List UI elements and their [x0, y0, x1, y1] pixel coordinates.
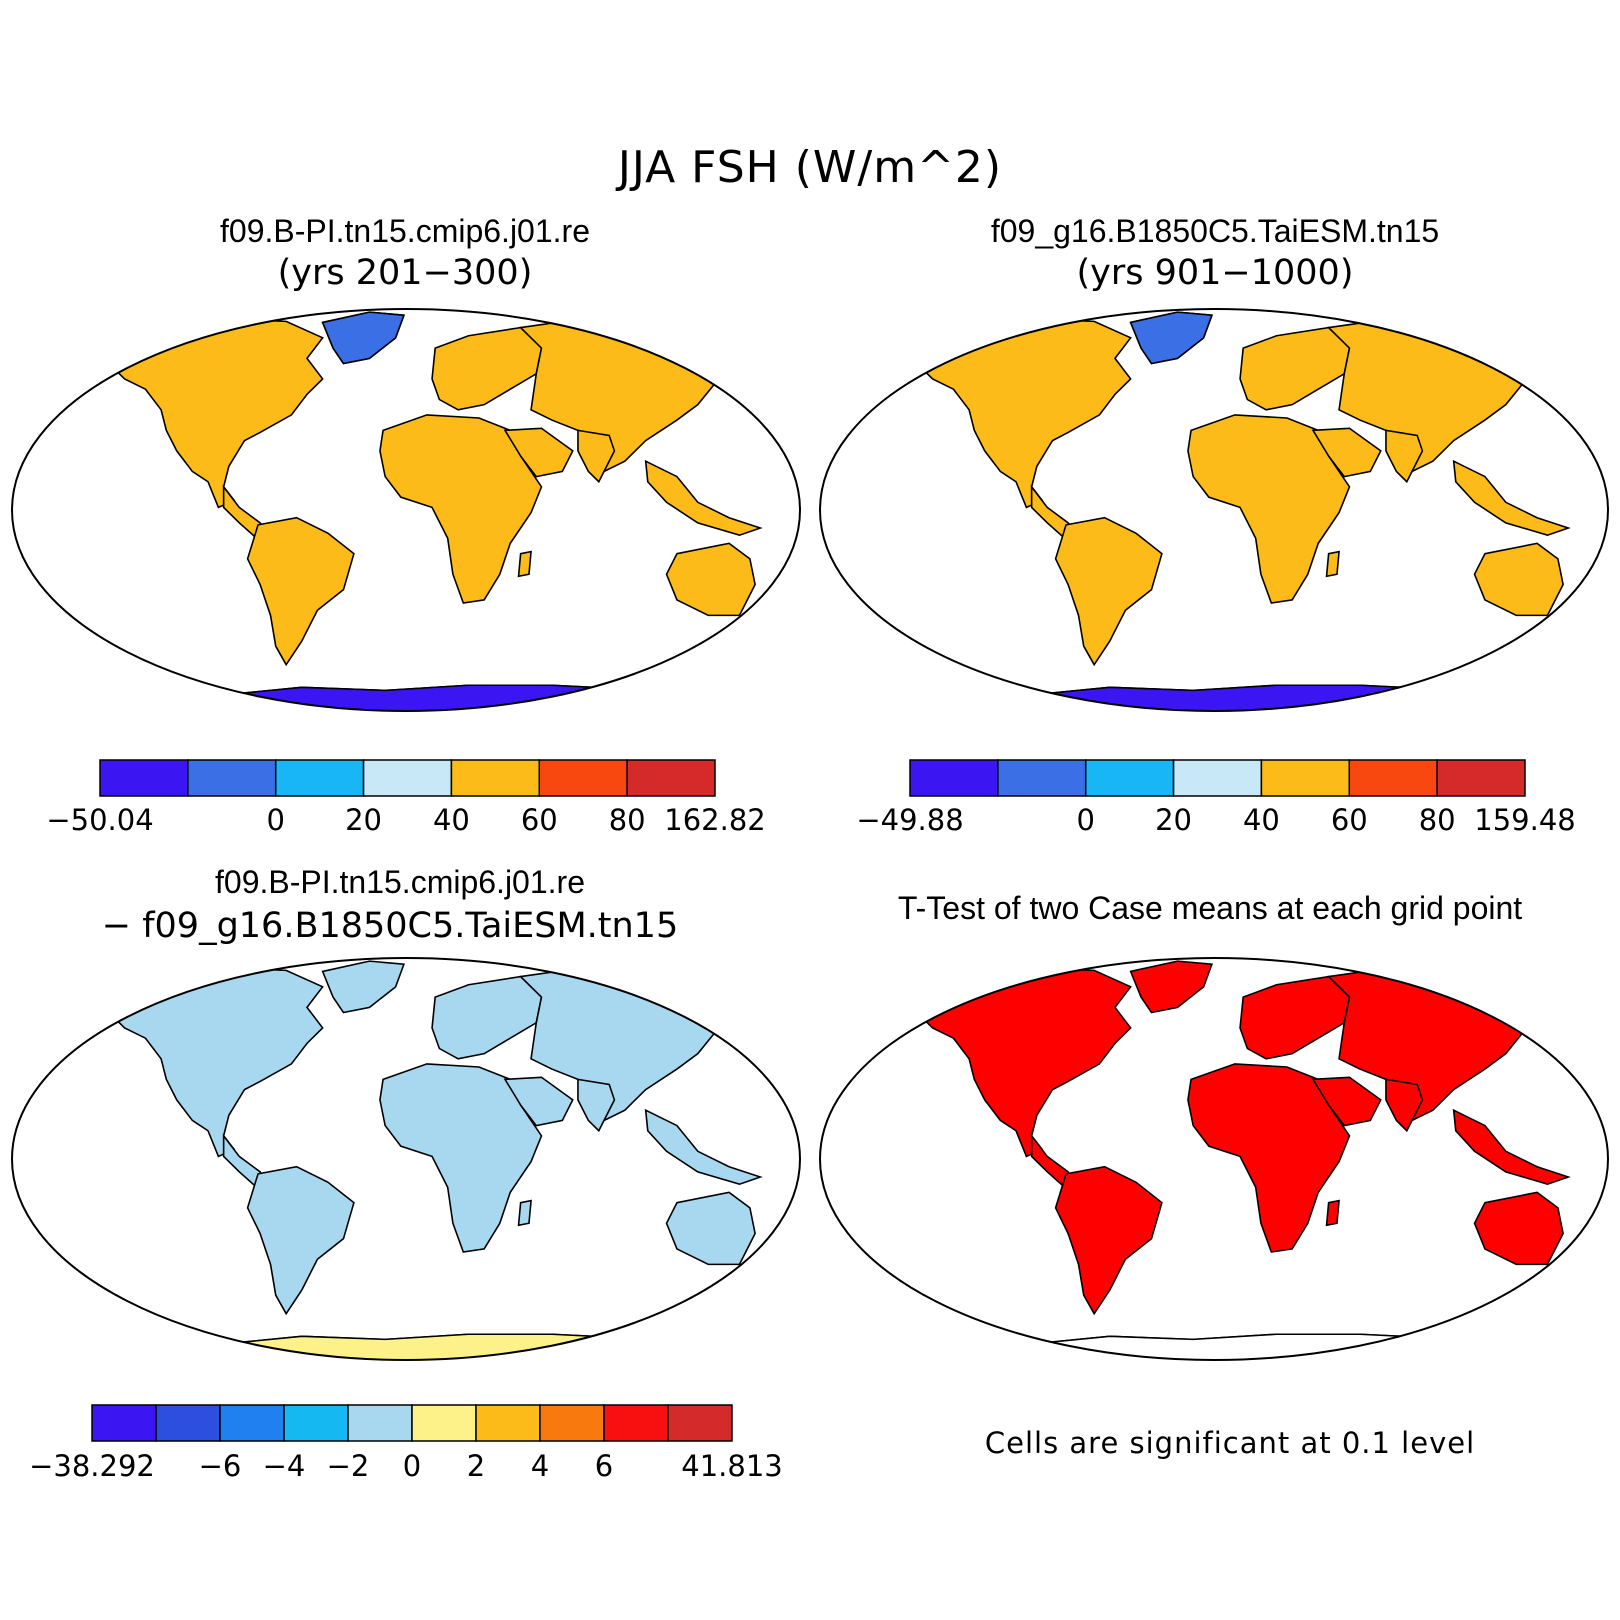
colorbar-1-box-2 — [187, 759, 277, 797]
map-panel-3 — [11, 957, 801, 1361]
colorbar-1-tick-8: 162.82 — [664, 803, 765, 837]
colorbar-3: −38.292 −6 −4 −2 0 2 4 6 41.813 — [29, 1404, 783, 1483]
map-border-1 — [11, 308, 801, 712]
panel-1-subtitle: (yrs 201−300) — [277, 253, 533, 293]
colorbar-1-tick-5: 40 — [433, 803, 470, 837]
colorbar-3-box-9 — [603, 1404, 669, 1442]
colorbar-2-box-4 — [1172, 759, 1263, 797]
colorbar-3-tick-8: 4 — [531, 1449, 549, 1483]
colorbars: −50.04 0 20 40 60 80 162.82 −49.88 0 20 40 60 80 159.… — [29, 759, 1576, 1483]
colorbar-3-box-3 — [219, 1404, 285, 1442]
panel-2-title: f09_g16.B1850C5.TaiESM.tn15 — [990, 213, 1440, 249]
map-panel-2 — [819, 308, 1609, 712]
colorbar-1: −50.04 0 20 40 60 80 162.82 — [46, 759, 766, 837]
colorbar-2-box-6 — [1348, 759, 1438, 797]
map-border-2 — [819, 308, 1609, 712]
significance-note: Cells are significant at 0.1 level — [984, 1426, 1476, 1460]
colorbar-1-box-3 — [274, 759, 365, 797]
colorbar-2-tick-3: 0 — [1076, 803, 1094, 837]
map-panel-4 — [819, 957, 1609, 1361]
colorbar-2-tick-1: −49.88 — [856, 803, 963, 837]
panel-4-title: T-Test of two Case means at each grid po… — [897, 890, 1523, 926]
panel-3-title: f09.B-PI.tn15.cmip6.j01.re — [215, 864, 585, 900]
map-panel-1 — [11, 308, 801, 712]
colorbar-2-box-1 — [909, 759, 999, 797]
map-border-4 — [819, 957, 1609, 1361]
colorbar-2-box-3 — [1084, 759, 1175, 797]
colorbar-3-tick-11: 41.813 — [681, 1449, 782, 1483]
colorbar-3-tick-5: −2 — [327, 1449, 370, 1483]
colorbar-3-tick-7: 2 — [467, 1449, 485, 1483]
colorbar-2-box-5 — [1260, 759, 1351, 797]
map-border-3 — [11, 957, 801, 1361]
colorbar-1-tick-1: −50.04 — [46, 803, 153, 837]
colorbar-3-box-8 — [539, 1404, 605, 1442]
main-title: JJA FSH (W/m^2) — [617, 142, 1003, 193]
colorbar-3-tick-4: −4 — [263, 1449, 306, 1483]
colorbar-1-box-6 — [538, 759, 628, 797]
continents-4 — [916, 960, 1570, 1360]
colorbar-3-box-4 — [283, 1404, 349, 1442]
colorbar-1-tick-3: 0 — [266, 803, 284, 837]
colorbar-2: −49.88 0 20 40 60 80 159.48 — [856, 759, 1576, 837]
colorbar-2-tick-8: 159.48 — [1474, 803, 1575, 837]
panel-2-subtitle: (yrs 901−1000) — [1076, 253, 1354, 293]
continents-3 — [108, 960, 762, 1360]
colorbar-3-tick-3: −6 — [199, 1449, 242, 1483]
colorbar-2-tick-5: 40 — [1243, 803, 1280, 837]
continents-2 — [916, 311, 1570, 711]
colorbar-3-tick-1: −38.292 — [29, 1449, 155, 1483]
colorbar-2-box-2 — [997, 759, 1087, 797]
colorbar-1-tick-6: 60 — [521, 803, 558, 837]
colorbar-3-box-5 — [347, 1404, 413, 1442]
colorbar-1-tick-7: 80 — [609, 803, 646, 837]
colorbar-2-box-7 — [1436, 759, 1526, 797]
colorbar-3-box-1 — [91, 1404, 157, 1442]
colorbar-1-box-1 — [99, 759, 189, 797]
colorbar-3-tick-6: 0 — [403, 1449, 421, 1483]
colorbar-1-box-7 — [626, 759, 716, 797]
map-panels — [11, 308, 1609, 1361]
colorbar-1-tick-4: 20 — [345, 803, 382, 837]
colorbar-3-box-2 — [155, 1404, 221, 1442]
colorbar-2-tick-4: 20 — [1155, 803, 1192, 837]
colorbar-3-box-6 — [411, 1404, 477, 1442]
colorbar-2-tick-6: 60 — [1331, 803, 1368, 837]
panel-1-title: f09.B-PI.tn15.cmip6.j01.re — [220, 213, 590, 249]
colorbar-3-tick-9: 6 — [595, 1449, 613, 1483]
panel-3-subtitle: − f09_g16.B1850C5.TaiESM.tn15 — [101, 906, 679, 946]
continents-1 — [108, 311, 762, 711]
colorbar-3-box-7 — [475, 1404, 541, 1442]
colorbar-3-box-10 — [667, 1404, 733, 1442]
colorbar-1-box-5 — [450, 759, 541, 797]
colorbar-2-tick-7: 80 — [1419, 803, 1456, 837]
colorbar-1-box-4 — [362, 759, 453, 797]
